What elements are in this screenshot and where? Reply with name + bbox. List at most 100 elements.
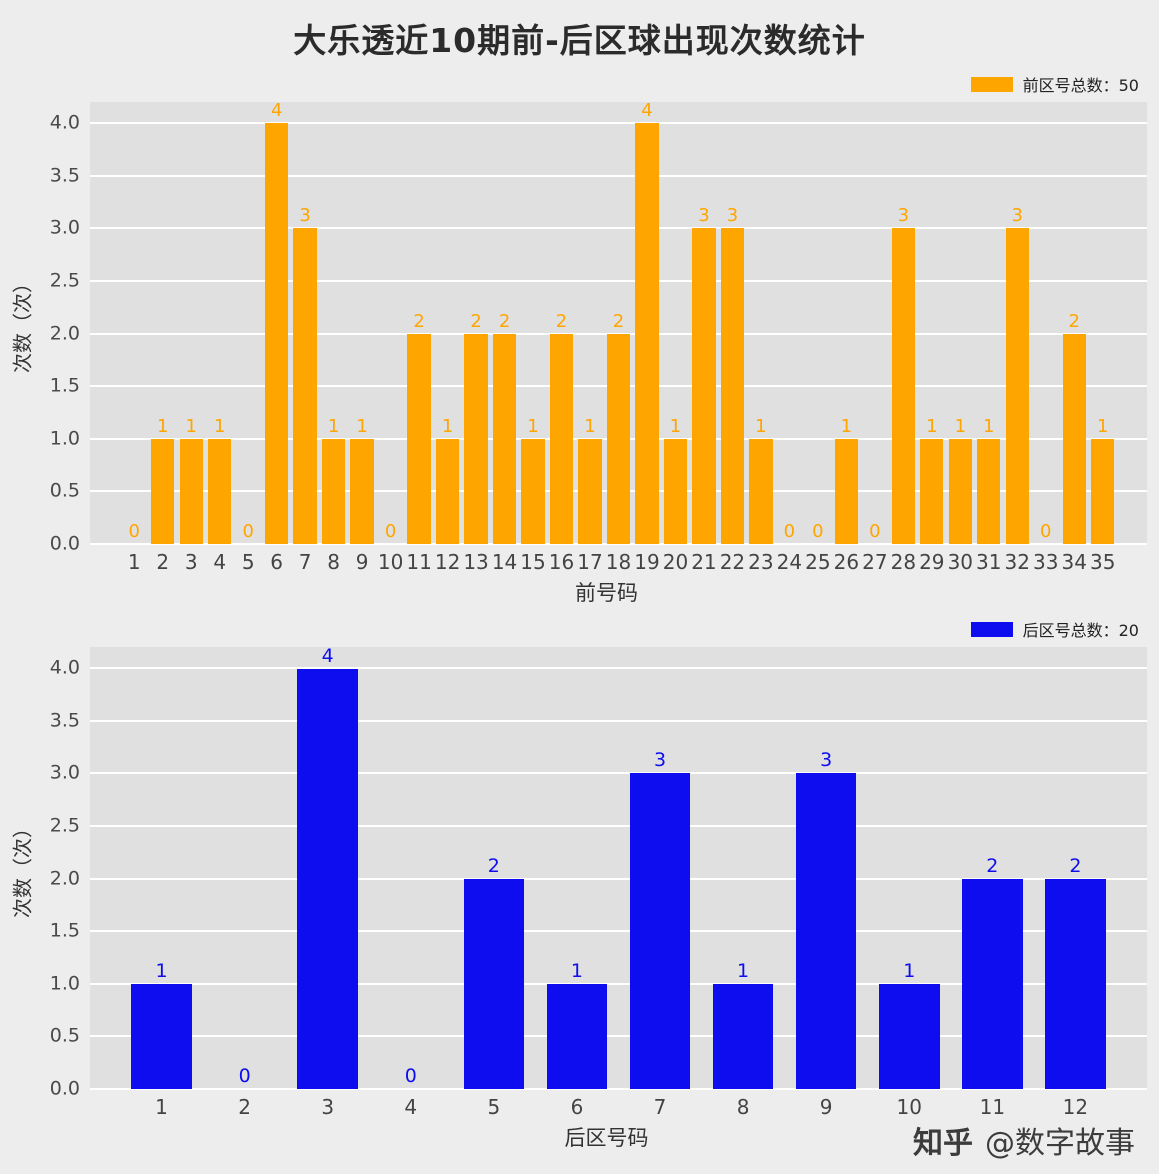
bar: [749, 438, 773, 544]
bar-value-label: 1: [755, 415, 767, 437]
bar-value-label: 0: [812, 521, 824, 542]
bar-value-label: 4: [270, 100, 283, 122]
bar: [435, 438, 460, 544]
y-axis-label: 次数（次）: [10, 818, 35, 918]
bar-value-label: 2: [612, 310, 625, 332]
bar-slot: 1: [747, 102, 775, 544]
bar: [720, 228, 745, 544]
bar-value-label: 2: [413, 310, 425, 332]
bar-value-label: 3: [1011, 205, 1023, 227]
bar: [492, 333, 517, 544]
bar-slot: 2: [462, 102, 490, 544]
bar-value-label: 2: [986, 854, 999, 877]
bar-value-label: 0: [384, 521, 397, 542]
y-axis-label-column: 次数（次）: [6, 647, 36, 1089]
x-tick-label: 21: [691, 550, 717, 574]
y-tick-label: 3.0: [49, 761, 80, 784]
bar-slot: 1: [702, 647, 785, 1089]
gridline: [90, 1088, 1147, 1090]
gridline: [90, 122, 1147, 125]
x-tick-label: 34: [1061, 550, 1087, 574]
bar: [1005, 228, 1029, 544]
bar-slot: 0: [1032, 102, 1060, 544]
y-tick-label: 3.0: [49, 216, 80, 239]
bar-slot: 1: [975, 102, 1003, 544]
x-tick-label: 3: [321, 1095, 335, 1119]
bar-slot: 0: [120, 102, 148, 544]
x-tick-label: 26: [833, 550, 860, 574]
bar: [795, 773, 857, 1089]
bar-slot: 1: [1088, 102, 1116, 544]
y-tick-label: 2.5: [49, 269, 80, 292]
x-tick-label: 35: [1089, 550, 1116, 574]
x-tick-label: 11: [406, 550, 432, 574]
x-tick-label: 20: [662, 550, 689, 574]
gridline: [90, 982, 1147, 985]
watermark-brand: 知乎: [913, 1126, 973, 1161]
x-axis-ticks: 1 2 3 4 5 6 7 8 9 10 11 12: [90, 1095, 1147, 1119]
y-tick-label: 3.5: [49, 709, 80, 732]
bar-value-label: 0: [869, 521, 881, 542]
bar: [578, 438, 602, 544]
bar-slot: 1: [918, 102, 946, 544]
gridline: [90, 1035, 1147, 1038]
gridline: [90, 543, 1147, 545]
y-tick-label: 3.5: [49, 164, 80, 187]
bar-slot: 1: [868, 647, 951, 1089]
x-tick-label: 4: [404, 1095, 418, 1119]
bar-value-label: 1: [327, 415, 340, 437]
bar-value-label: 3: [698, 205, 710, 227]
x-tick-label: 2: [156, 550, 170, 574]
x-tick-label: 9: [355, 550, 369, 574]
bar-slot: 2: [547, 102, 575, 544]
bar-slot: 0: [234, 102, 262, 544]
bar-slot: 2: [1060, 102, 1088, 544]
y-tick-label: 0.0: [49, 1077, 80, 1100]
bar: [962, 878, 1023, 1089]
x-tick-label: 31: [976, 550, 1002, 574]
x-tick-label: 7: [653, 1095, 667, 1119]
bar-slot: 3: [690, 102, 718, 544]
bar-slot: 3: [1003, 102, 1031, 544]
x-tick-label: 19: [634, 550, 660, 574]
legend-label: 前区号总数：50: [1022, 76, 1139, 95]
bar: [293, 228, 317, 544]
page-title: 大乐透近10期前-后区球出现次数统计: [293, 21, 866, 60]
bar-value-label: 3: [653, 749, 667, 772]
x-tick-label: 4: [213, 550, 227, 574]
bar-value-label: 0: [1040, 521, 1052, 542]
y-tick-label: 2.0: [49, 322, 80, 345]
bar: [463, 878, 525, 1089]
bar: [948, 438, 972, 544]
bar-slot: 1: [519, 102, 547, 544]
x-tick-label: 27: [862, 550, 888, 574]
bar-value-label: 0: [783, 521, 796, 542]
y-axis-label: 次数（次）: [10, 273, 35, 373]
bar: [1091, 438, 1115, 544]
x-tick-label: 14: [491, 550, 518, 574]
bar-value-label: 2: [498, 310, 511, 332]
plot-column: 1 0 4 0 2 1 3 1 3 1 2 2: [90, 647, 1147, 1090]
grid-layer: [90, 647, 1147, 1090]
bar-value-label: 3: [299, 205, 311, 227]
bar-value-label: 2: [1068, 310, 1080, 332]
bar-slot: 0: [804, 102, 832, 544]
bar-slot: 3: [291, 102, 319, 544]
x-axis-label: 后区号码: [564, 1126, 649, 1150]
bar-value-label: 1: [213, 415, 226, 437]
bar-value-label: 0: [242, 521, 254, 542]
bar: [131, 983, 192, 1089]
watermark-handle: @数字故事: [985, 1126, 1135, 1161]
bar-value-label: 1: [527, 415, 539, 437]
bar-value-label: 2: [1069, 854, 1082, 877]
bar: [350, 438, 374, 544]
bar-slot: 0: [376, 102, 404, 544]
y-tick-label: 2.0: [49, 867, 80, 890]
x-tick-label: 12: [1062, 1095, 1089, 1119]
bar-value-label: 1: [669, 415, 682, 437]
gridline: [90, 227, 1147, 230]
